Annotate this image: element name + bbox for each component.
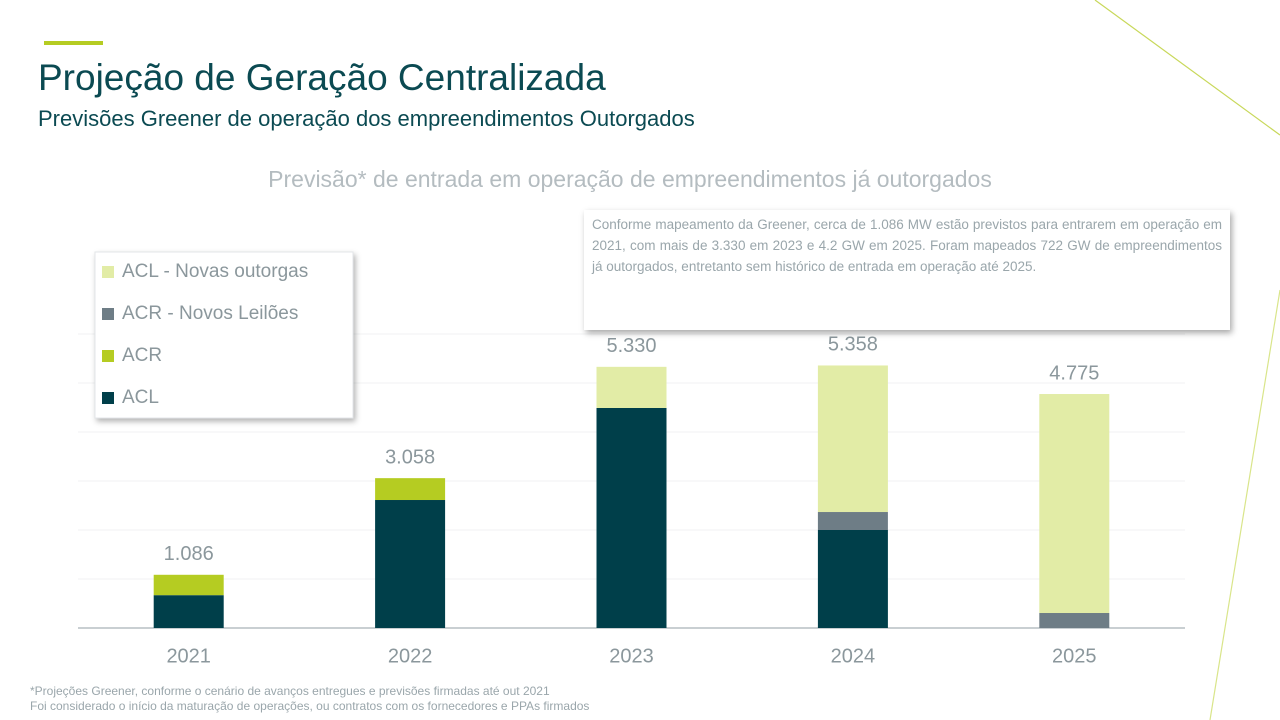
page-title: Projeção de Geração Centralizada [38, 57, 606, 98]
bar-segment [817, 365, 888, 513]
footnote: *Projeções Greener, conforme o cenário d… [30, 684, 550, 698]
bar-segment [153, 574, 224, 596]
annotation-box: Conforme mapeamento da Greener, cerca de… [584, 210, 1230, 330]
total-label: 1.086 [164, 543, 214, 565]
bar-segment [1039, 394, 1110, 614]
total-label: 5.330 [606, 335, 656, 357]
total-label: 3.058 [385, 446, 435, 468]
decor-line [1209, 289, 1280, 720]
legend-box [94, 251, 354, 419]
x-tick-label: 2023 [609, 645, 654, 667]
legend-label: ACL - Novas outorgas [122, 261, 308, 282]
footnote: Foi considerado o início da maturação de… [30, 699, 590, 713]
page-subtitle: Previsões Greener de operação dos empree… [38, 106, 695, 131]
bar-segment [1039, 613, 1110, 628]
total-label: 4.775 [1049, 362, 1099, 384]
total-label: 5.358 [828, 334, 878, 356]
footnotes: *Projeções Greener, conforme o cenário d… [30, 684, 589, 714]
bar-segment [596, 366, 667, 408]
legend-label: ACR [122, 345, 162, 366]
legend: ACL - Novas outorgas ACR - Novos Leilões A… [94, 251, 354, 419]
accent-bar [44, 41, 103, 45]
legend-swatch [102, 308, 114, 320]
chart-title: Previsão* de entrada em operação de empr… [268, 166, 992, 192]
bar-segment [817, 530, 888, 628]
x-tick-label: 2021 [166, 645, 211, 667]
legend-label: ACL [122, 387, 159, 408]
legend-label: ACR - Novos Leilões [122, 303, 298, 324]
bar-segment [375, 500, 446, 628]
legend-swatch [102, 266, 114, 278]
x-tick-label: 2024 [831, 645, 876, 667]
x-tick-label: 2022 [388, 645, 433, 667]
decor-line [1094, 0, 1280, 136]
bar-segment [817, 512, 888, 530]
legend-swatch [102, 350, 114, 362]
bar-segment [153, 595, 224, 628]
x-tick-label: 2025 [1052, 645, 1097, 667]
legend-swatch [102, 392, 114, 404]
bar-segment [596, 407, 667, 628]
bar-segment [375, 478, 446, 501]
